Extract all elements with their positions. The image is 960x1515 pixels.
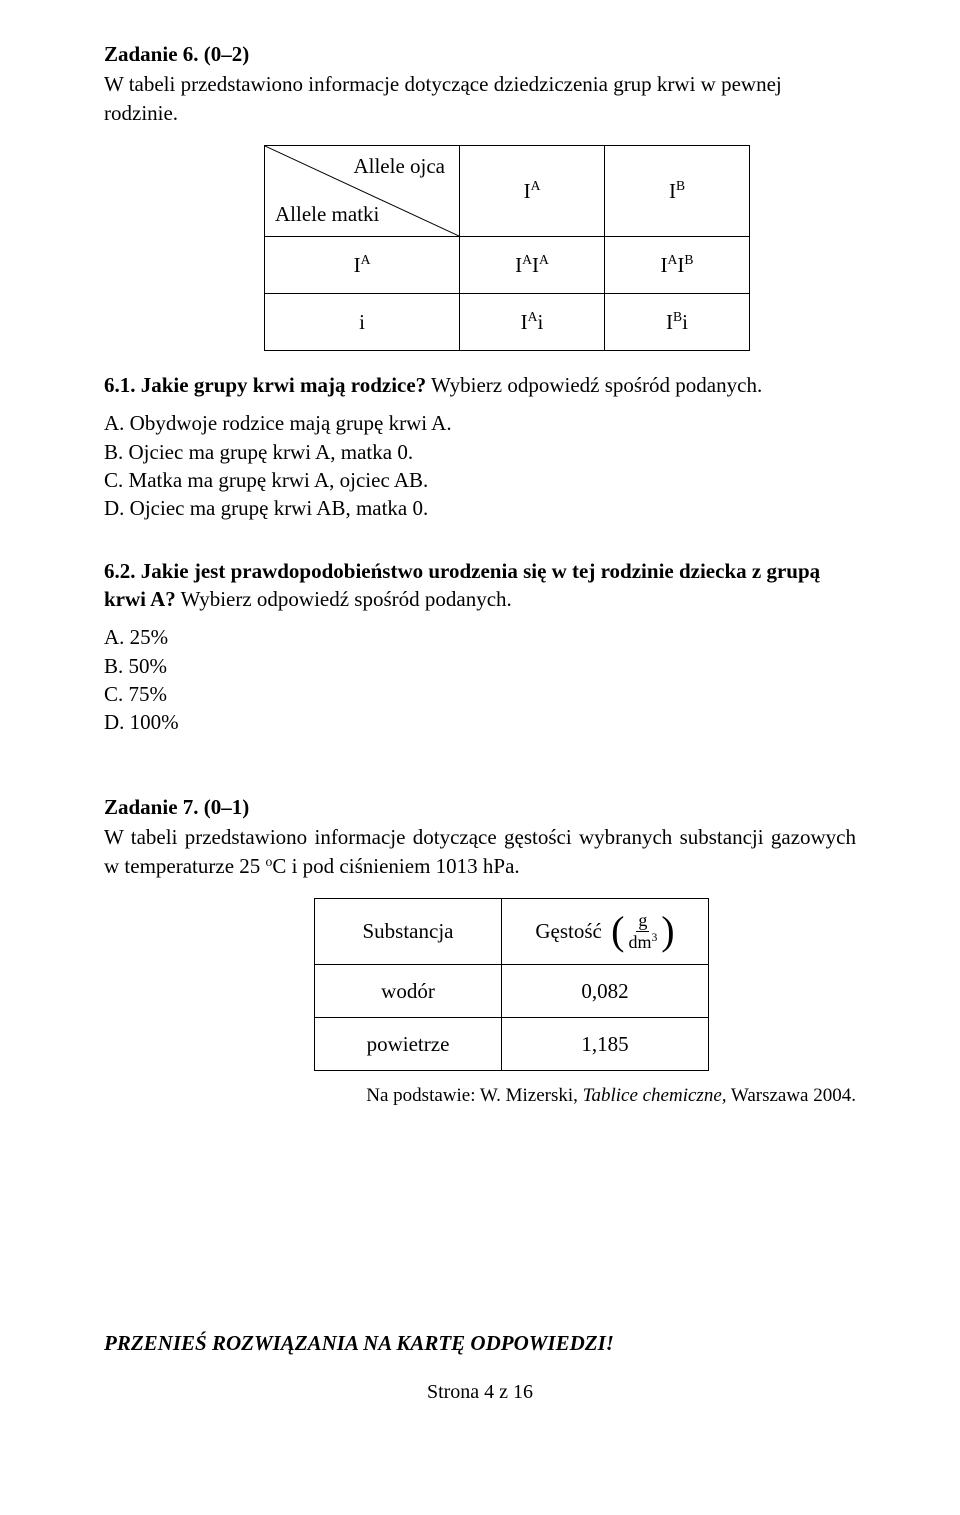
allele-text: I [666, 310, 673, 334]
task-7-intro-line2b: C i pod ciśnieniem 1013 hPa. [272, 854, 519, 878]
punnett-cell: IAIB [605, 237, 750, 294]
allele-sup: B [676, 178, 685, 193]
source-note: Na podstawie: W. Mizerski, Tablice chemi… [104, 1083, 856, 1109]
q62-text2: Wybierz odpowiedź spośród podanych. [181, 587, 512, 611]
question-6-2: 6.2. Jakie jest prawdopodobieństwo urodz… [104, 557, 856, 614]
punnett-cell: IBi [605, 294, 750, 351]
option-text: Ojciec ma grupę krwi AB, matka 0. [130, 496, 429, 520]
allele-text: i [538, 310, 544, 334]
density-row-value: 1,185 [502, 1017, 709, 1070]
unit-den-base: dm [628, 932, 651, 952]
allele-text: I [524, 179, 531, 203]
task-7-intro: W tabeli przedstawiono informacje dotycz… [104, 823, 856, 880]
degree-sup: o [266, 854, 273, 869]
task-6-intro: W tabeli przedstawiono informacje dotycz… [104, 70, 856, 127]
page-footer: Strona 4 z 16 [104, 1379, 856, 1406]
option-text: Obydwoje rodzice mają grupę krwi A. [130, 411, 452, 435]
q61-text2: Wybierz odpowiedź spośród podanych. [431, 373, 762, 397]
task-6: Zadanie 6. (0–2) W tabeli przedstawiono … [104, 40, 856, 737]
paren-left-icon: ( [611, 911, 624, 951]
q62-text1b: krwi A? [104, 587, 176, 611]
question-6-1: 6.1. Jakie grupy krwi mają rodzice? Wybi… [104, 371, 856, 399]
punnett-father-label: Allele ojca [353, 152, 445, 180]
density-row-name: powietrze [315, 1017, 502, 1070]
option-c: C. 75% [104, 680, 856, 708]
density-header-label: Gęstość [535, 917, 602, 945]
density-row-value: 0,082 [502, 964, 709, 1017]
q62-number: 6.2. [104, 559, 136, 583]
option-a: A. Obydwoje rodzice mają grupę krwi A. [104, 409, 856, 437]
punnett-cell: IAIA [460, 237, 605, 294]
allele-text: I [532, 253, 539, 277]
allele-sup: A [528, 309, 538, 324]
density-table: Substancja Gęstość ( g dm3 ) [314, 898, 709, 1071]
q61-options: A. Obydwoje rodzice mają grupę krwi A. B… [104, 409, 856, 522]
allele-sup: B [684, 252, 693, 267]
fraction: g dm3 [628, 911, 657, 952]
source-suffix: Warszawa 2004. [727, 1085, 857, 1106]
punnett-mother-label: Allele matki [275, 200, 379, 228]
density-unit-icon: ( g dm3 ) [611, 911, 675, 952]
paren-right-icon: ) [661, 911, 674, 951]
option-text: Ojciec ma grupę krwi A, matka 0. [129, 440, 414, 464]
punnett-row-label: i [265, 294, 460, 351]
density-row-name: wodór [315, 964, 502, 1017]
unit-numerator: g [636, 911, 649, 932]
task-7: Zadanie 7. (0–1) W tabeli przedstawiono … [104, 793, 856, 1109]
task-6-heading: Zadanie 6. (0–2) [104, 40, 856, 68]
page: Zadanie 6. (0–2) W tabeli przedstawiono … [0, 0, 960, 1446]
task-7-heading: Zadanie 7. (0–1) [104, 793, 856, 821]
option-d: D. Ojciec ma grupę krwi AB, matka 0. [104, 494, 856, 522]
unit-den-sup: 3 [651, 931, 657, 944]
allele-text: i [682, 310, 688, 334]
option-b: B. 50% [104, 652, 856, 680]
density-header-substance: Substancja [315, 898, 502, 964]
allele-text: I [521, 310, 528, 334]
allele-text: I [669, 179, 676, 203]
task-7-intro-line1: W tabeli przedstawiono informacje dotycz… [104, 825, 856, 849]
source-prefix: Na podstawie: W. Mizerski, [366, 1085, 582, 1106]
allele-text: I [661, 253, 668, 277]
option-d: D. 100% [104, 708, 856, 736]
option-text: 50% [129, 654, 168, 678]
density-header-density: Gęstość ( g dm3 ) [502, 898, 709, 964]
allele-sup: A [539, 252, 549, 267]
option-c: C. Matka ma grupę krwi A, ojciec AB. [104, 466, 856, 494]
punnett-col-header-1: IA [460, 146, 605, 237]
transfer-instruction: PRZENIEŚ ROZWIĄZANIA NA KARTĘ ODPOWIEDZI… [104, 1329, 856, 1357]
option-a: A. 25% [104, 623, 856, 651]
option-text: 100% [130, 710, 179, 734]
option-text: Matka ma grupę krwi A, ojciec AB. [129, 468, 429, 492]
punnett-row-label: IA [265, 237, 460, 294]
allele-sup: A [531, 178, 541, 193]
punnett-cell: IAi [460, 294, 605, 351]
option-b: B. Ojciec ma grupę krwi A, matka 0. [104, 438, 856, 466]
option-text: 25% [130, 625, 169, 649]
punnett-col-header-2: IB [605, 146, 750, 237]
allele-sup: A [668, 252, 678, 267]
allele-sup: B [673, 309, 682, 324]
source-title: Tablice chemiczne, [583, 1085, 727, 1106]
q61-text1: Jakie grupy krwi mają rodzice? [141, 373, 426, 397]
q62-options: A. 25% B. 50% C. 75% D. 100% [104, 623, 856, 736]
allele-sup: A [522, 252, 532, 267]
q62-text1a: Jakie jest prawdopodobieństwo urodzenia … [141, 559, 820, 583]
punnett-diagonal-cell: Allele ojca Allele matki [265, 146, 460, 237]
task-7-intro-line2a: w temperaturze 25 [104, 854, 266, 878]
q61-number: 6.1. [104, 373, 136, 397]
allele-sup: A [361, 252, 371, 267]
option-text: 75% [129, 682, 168, 706]
punnett-table: Allele ojca Allele matki IA IB IA IAIA [264, 145, 750, 351]
allele-text: i [359, 310, 365, 334]
unit-denominator: dm3 [628, 932, 657, 952]
allele-text: I [354, 253, 361, 277]
